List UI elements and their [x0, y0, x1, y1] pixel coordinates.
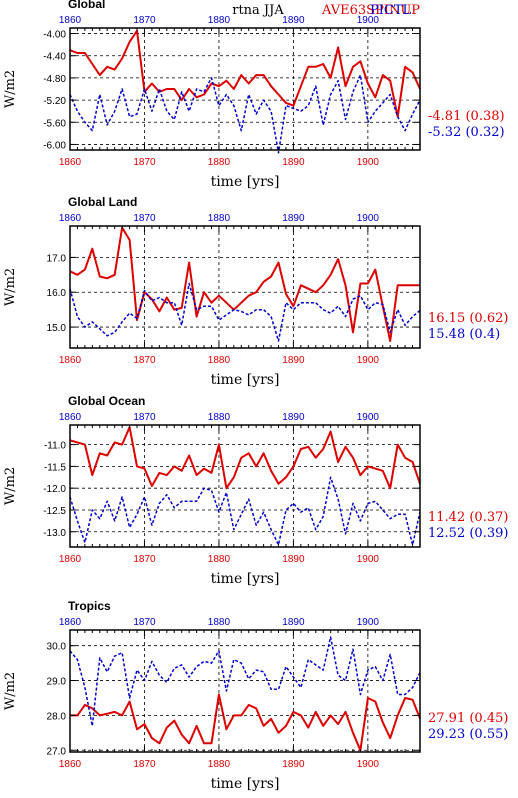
x-tick-label-bottom: 1890 [282, 157, 305, 168]
y-tick-label: -5.60 [43, 118, 66, 129]
x-tick-label-top: 1900 [357, 412, 380, 423]
series-line-a [69, 426, 421, 490]
x-tick-label-bottom: 1870 [133, 157, 156, 168]
chart-panel-0: Global -4.81 (0.38)-5.32 (0.32) -4.00 -4.40… [3, 0, 505, 190]
series-end-label: 27.91 (0.45) [428, 711, 508, 726]
y-tick-label: -11.5 [44, 462, 66, 473]
series-line-b [69, 636, 421, 727]
plot-frame [69, 629, 421, 753]
x-tick-label-top: 1900 [357, 213, 380, 224]
chart-panel-2: Global Ocean 11.42 (0.37)12.52 (0.39) -11.… [3, 394, 508, 587]
series-end-label: 11.42 (0.37) [428, 510, 508, 525]
y-tick-label: -12.0 [43, 484, 66, 495]
y-tick-label: 15.0 [47, 323, 67, 334]
x-tick-label-top: 1870 [133, 213, 156, 224]
x-tick-label-top: 1860 [59, 15, 82, 26]
y-tick-label: -11.0 [44, 441, 66, 452]
x-tick-label-bottom: 1860 [59, 554, 82, 565]
y-tick-label: -5.20 [43, 96, 66, 107]
series-end-label: 15.48 (0.4) [428, 327, 500, 342]
x-tick-label-top: 1890 [282, 15, 305, 26]
series-end-label: 12.52 (0.39) [428, 526, 508, 541]
x-tick-label-bottom: 1870 [133, 355, 156, 366]
chart-title: Global Ocean [68, 394, 145, 408]
panels: Global -4.81 (0.38)-5.32 (0.32) -4.00 -4.40… [3, 0, 508, 792]
x-axis-label: time [yrs] [211, 372, 280, 388]
x-tick-label-top: 1890 [282, 213, 305, 224]
x-tick-label-bottom: 1860 [59, 355, 82, 366]
y-axis-label: W/m2 [3, 467, 18, 505]
series-line-a [70, 693, 421, 752]
x-tick-label-bottom: 1880 [208, 355, 231, 366]
x-tick-label-bottom: 1890 [282, 759, 305, 770]
header-center-text: rtna JJA [232, 3, 284, 18]
x-tick-label-bottom: 1900 [357, 554, 380, 565]
x-tick-label-top: 1880 [208, 617, 231, 628]
chart-title: Global Land [68, 195, 137, 209]
x-tick-label-bottom: 1860 [59, 157, 82, 168]
x-tick-label-top: 1860 [59, 617, 82, 628]
y-tick-label: -6.00 [43, 140, 66, 151]
series-line-a [69, 226, 420, 342]
series-end-label: -5.32 (0.32) [428, 125, 505, 140]
x-tick-label-bottom: 1890 [282, 355, 305, 366]
x-tick-label-top: 1890 [282, 617, 305, 628]
x-tick-label-bottom: 1900 [357, 355, 380, 366]
chart-panel-3: Tropics 27.91 (0.45)29.23 (0.55) 30.0 29.0 2… [3, 599, 508, 792]
x-tick-label-bottom: 1870 [133, 554, 156, 565]
y-tick-label: -4.00 [43, 30, 66, 41]
y-axis-label: W/m2 [3, 70, 18, 108]
x-tick-label-top: 1870 [133, 412, 156, 423]
x-tick-label-bottom: 1880 [208, 759, 231, 770]
x-tick-label-top: 1880 [208, 15, 231, 26]
y-tick-label: 30.0 [47, 642, 67, 653]
x-tick-label-top: 1860 [59, 412, 82, 423]
y-tick-label: 17.0 [47, 253, 67, 264]
y-tick-label: -13.0 [43, 528, 66, 539]
y-axis-label: W/m2 [3, 268, 18, 306]
x-axis-label: time [yrs] [211, 776, 280, 792]
chart-title: Global [68, 0, 105, 11]
y-tick-label: 29.0 [47, 677, 67, 688]
x-tick-label-top: 1880 [208, 213, 231, 224]
y-tick-label: -4.80 [43, 74, 66, 85]
x-tick-label-bottom: 1880 [208, 554, 231, 565]
y-tick-label: 28.0 [47, 711, 67, 722]
x-tick-label-top: 1870 [133, 15, 156, 26]
series-end-label: 16.15 (0.62) [428, 311, 508, 326]
chart-panel-1: Global Land 16.15 (0.62)15.48 (0.4) 17.0 16… [3, 195, 508, 388]
x-tick-label-bottom: 1870 [133, 759, 156, 770]
x-tick-label-top: 1900 [357, 617, 380, 628]
x-tick-label-top: 1900 [357, 15, 380, 26]
x-tick-label-bottom: 1900 [357, 759, 380, 770]
chart-title: Tropics [68, 599, 111, 613]
header-model-b: PICTL [370, 3, 412, 18]
series-end-label: -4.81 (0.38) [428, 109, 505, 124]
series-line-a [69, 29, 421, 118]
x-tick-label-top: 1860 [59, 213, 82, 224]
x-tick-label-bottom: 1880 [208, 157, 231, 168]
series-line-b [69, 74, 421, 154]
x-tick-label-bottom: 1890 [282, 554, 305, 565]
x-tick-label-bottom: 1860 [59, 759, 82, 770]
series-end-label: 29.23 (0.55) [428, 727, 508, 742]
y-tick-label: -12.5 [43, 506, 66, 517]
x-axis-label: time [yrs] [211, 571, 280, 587]
y-tick-label: 16.0 [47, 288, 67, 299]
x-tick-label-top: 1890 [282, 412, 305, 423]
y-tick-label: -4.40 [43, 52, 66, 63]
series-line-b [69, 476, 421, 546]
x-axis-label: time [yrs] [211, 174, 280, 190]
series-line-b [69, 282, 421, 342]
y-tick-label: 27.0 [47, 746, 67, 757]
plot-frame [69, 424, 421, 548]
x-tick-label-top: 1870 [133, 617, 156, 628]
x-tick-label-bottom: 1900 [357, 157, 380, 168]
header-model-a: AVE63SPINUP [321, 3, 420, 18]
y-axis-label: W/m2 [3, 672, 18, 710]
plot-frame [69, 225, 421, 349]
x-tick-label-top: 1880 [208, 412, 231, 423]
plot-frame [69, 27, 421, 151]
